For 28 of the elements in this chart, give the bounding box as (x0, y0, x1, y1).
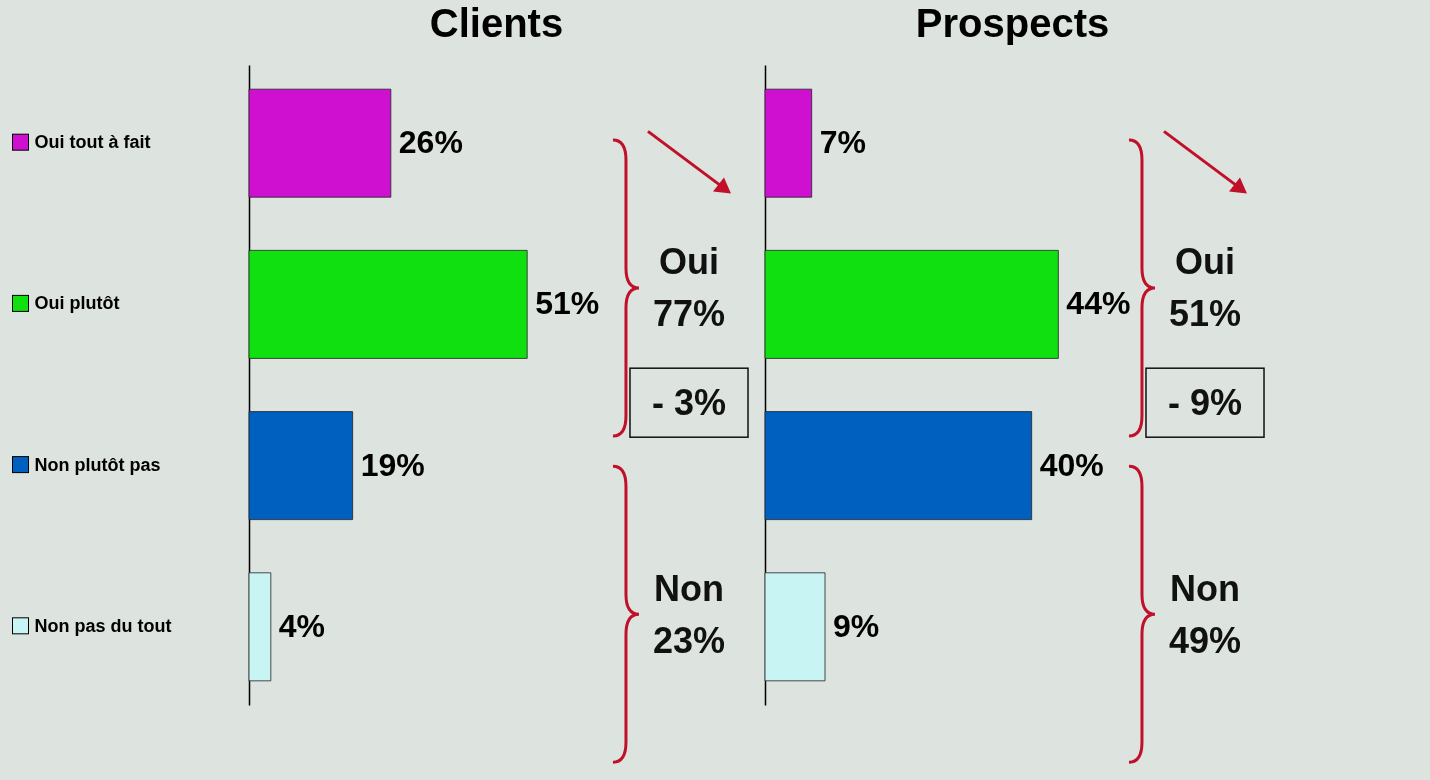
bar (248, 572, 272, 682)
y-tick-label: Oui tout à fait (34, 132, 151, 153)
text: - 9% (1167, 382, 1243, 424)
data-label: 19% (360, 446, 425, 483)
bar (764, 411, 1033, 521)
y-tick-label: Non plutôt pas (34, 454, 161, 475)
chart-title: Prospects (915, 1, 1110, 45)
data-label: 40% (1039, 446, 1104, 483)
text: - 3% (651, 382, 727, 424)
y-tick-label: Non pas du tout (34, 615, 172, 636)
data-label: 7% (819, 124, 866, 161)
y-tick-label: Oui plutôt (34, 293, 120, 314)
text: Non 49% (1168, 567, 1242, 661)
data-label: 44% (1066, 285, 1131, 322)
bar (248, 411, 354, 521)
bar (764, 572, 826, 682)
bar (764, 88, 813, 198)
data-label: 51% (535, 285, 600, 322)
data-label: 4% (278, 607, 326, 644)
text: Non 23% (652, 567, 726, 661)
data-label: 9% (833, 607, 880, 644)
text: Oui 77% (652, 241, 726, 335)
bar (248, 88, 392, 198)
data-label: 26% (398, 124, 463, 161)
text: Oui 51% (1168, 241, 1242, 335)
bar (764, 249, 1059, 359)
bar (248, 249, 528, 359)
chart-title: Clients (429, 1, 564, 45)
